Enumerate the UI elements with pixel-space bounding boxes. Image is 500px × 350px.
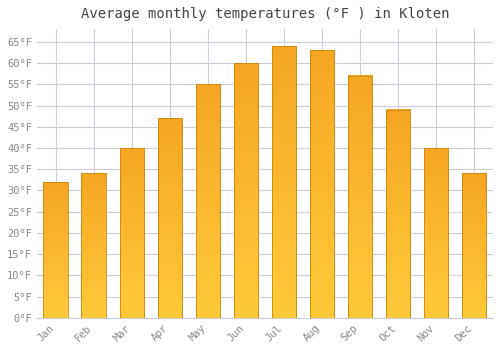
Bar — [462, 174, 486, 318]
Bar — [424, 148, 448, 318]
Bar — [310, 50, 334, 318]
Bar — [196, 84, 220, 318]
Bar — [348, 76, 372, 318]
Bar — [272, 46, 296, 318]
Bar — [158, 118, 182, 318]
Bar — [82, 174, 106, 318]
Bar — [234, 63, 258, 318]
Bar — [44, 182, 68, 318]
Title: Average monthly temperatures (°F ) in Kloten: Average monthly temperatures (°F ) in Kl… — [80, 7, 449, 21]
Bar — [386, 110, 410, 318]
Bar — [120, 148, 144, 318]
